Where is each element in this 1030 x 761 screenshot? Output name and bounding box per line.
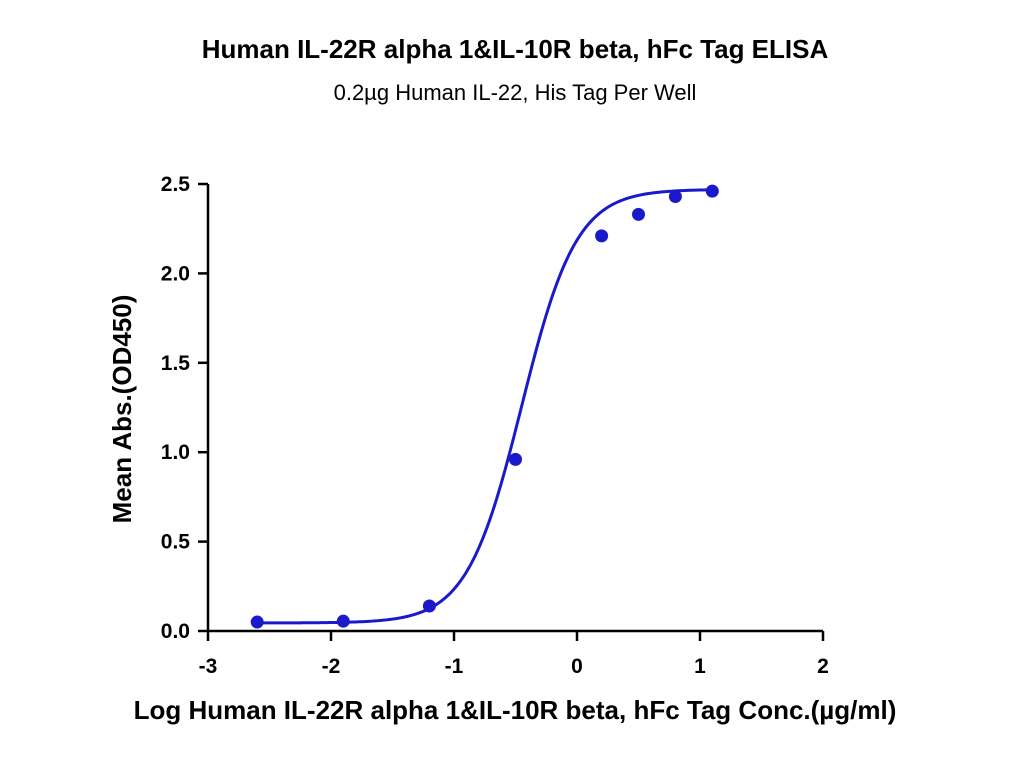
x-tick-label: 2 <box>817 655 829 678</box>
y-tick-label: 1.5 <box>161 352 191 375</box>
data-point <box>509 452 522 466</box>
y-tick-label: 0.0 <box>161 620 190 643</box>
x-tick-label: -1 <box>445 655 464 678</box>
y-axis-label: Mean Abs.(OD450) <box>107 295 137 524</box>
fit-curve <box>257 188 713 625</box>
data-point <box>595 229 609 243</box>
chart-subtitle: 0.2µg Human IL-22, His Tag Per Well <box>333 80 697 105</box>
data-point <box>668 190 682 204</box>
ticks: -3 -2 -1 0 1 2 0.0 0.5 1.0 1.5 2.0 2.5 <box>161 173 829 678</box>
chart-title: Human IL-22R alpha 1&IL-10R beta, hFc Ta… <box>201 34 829 64</box>
data-point <box>336 614 350 628</box>
fit-curve-group <box>257 188 713 625</box>
axes <box>206 184 823 633</box>
x-tick-label: -3 <box>199 655 218 678</box>
data-point <box>705 184 719 198</box>
data-point <box>422 599 436 613</box>
x-tick-label: -2 <box>322 655 341 678</box>
y-tick-label: 1.0 <box>161 441 190 464</box>
y-tick-label: 0.5 <box>161 531 191 554</box>
data-points <box>250 184 719 629</box>
data-point <box>632 207 645 221</box>
y-tick-label: 2.0 <box>161 262 190 285</box>
y-tick-label: 2.5 <box>161 173 191 196</box>
x-tick-label: 0 <box>571 655 583 678</box>
x-tick-label: 1 <box>694 655 706 678</box>
x-axis-label: Log Human IL-22R alpha 1&IL-10R beta, hF… <box>134 695 897 725</box>
data-point <box>250 615 264 629</box>
